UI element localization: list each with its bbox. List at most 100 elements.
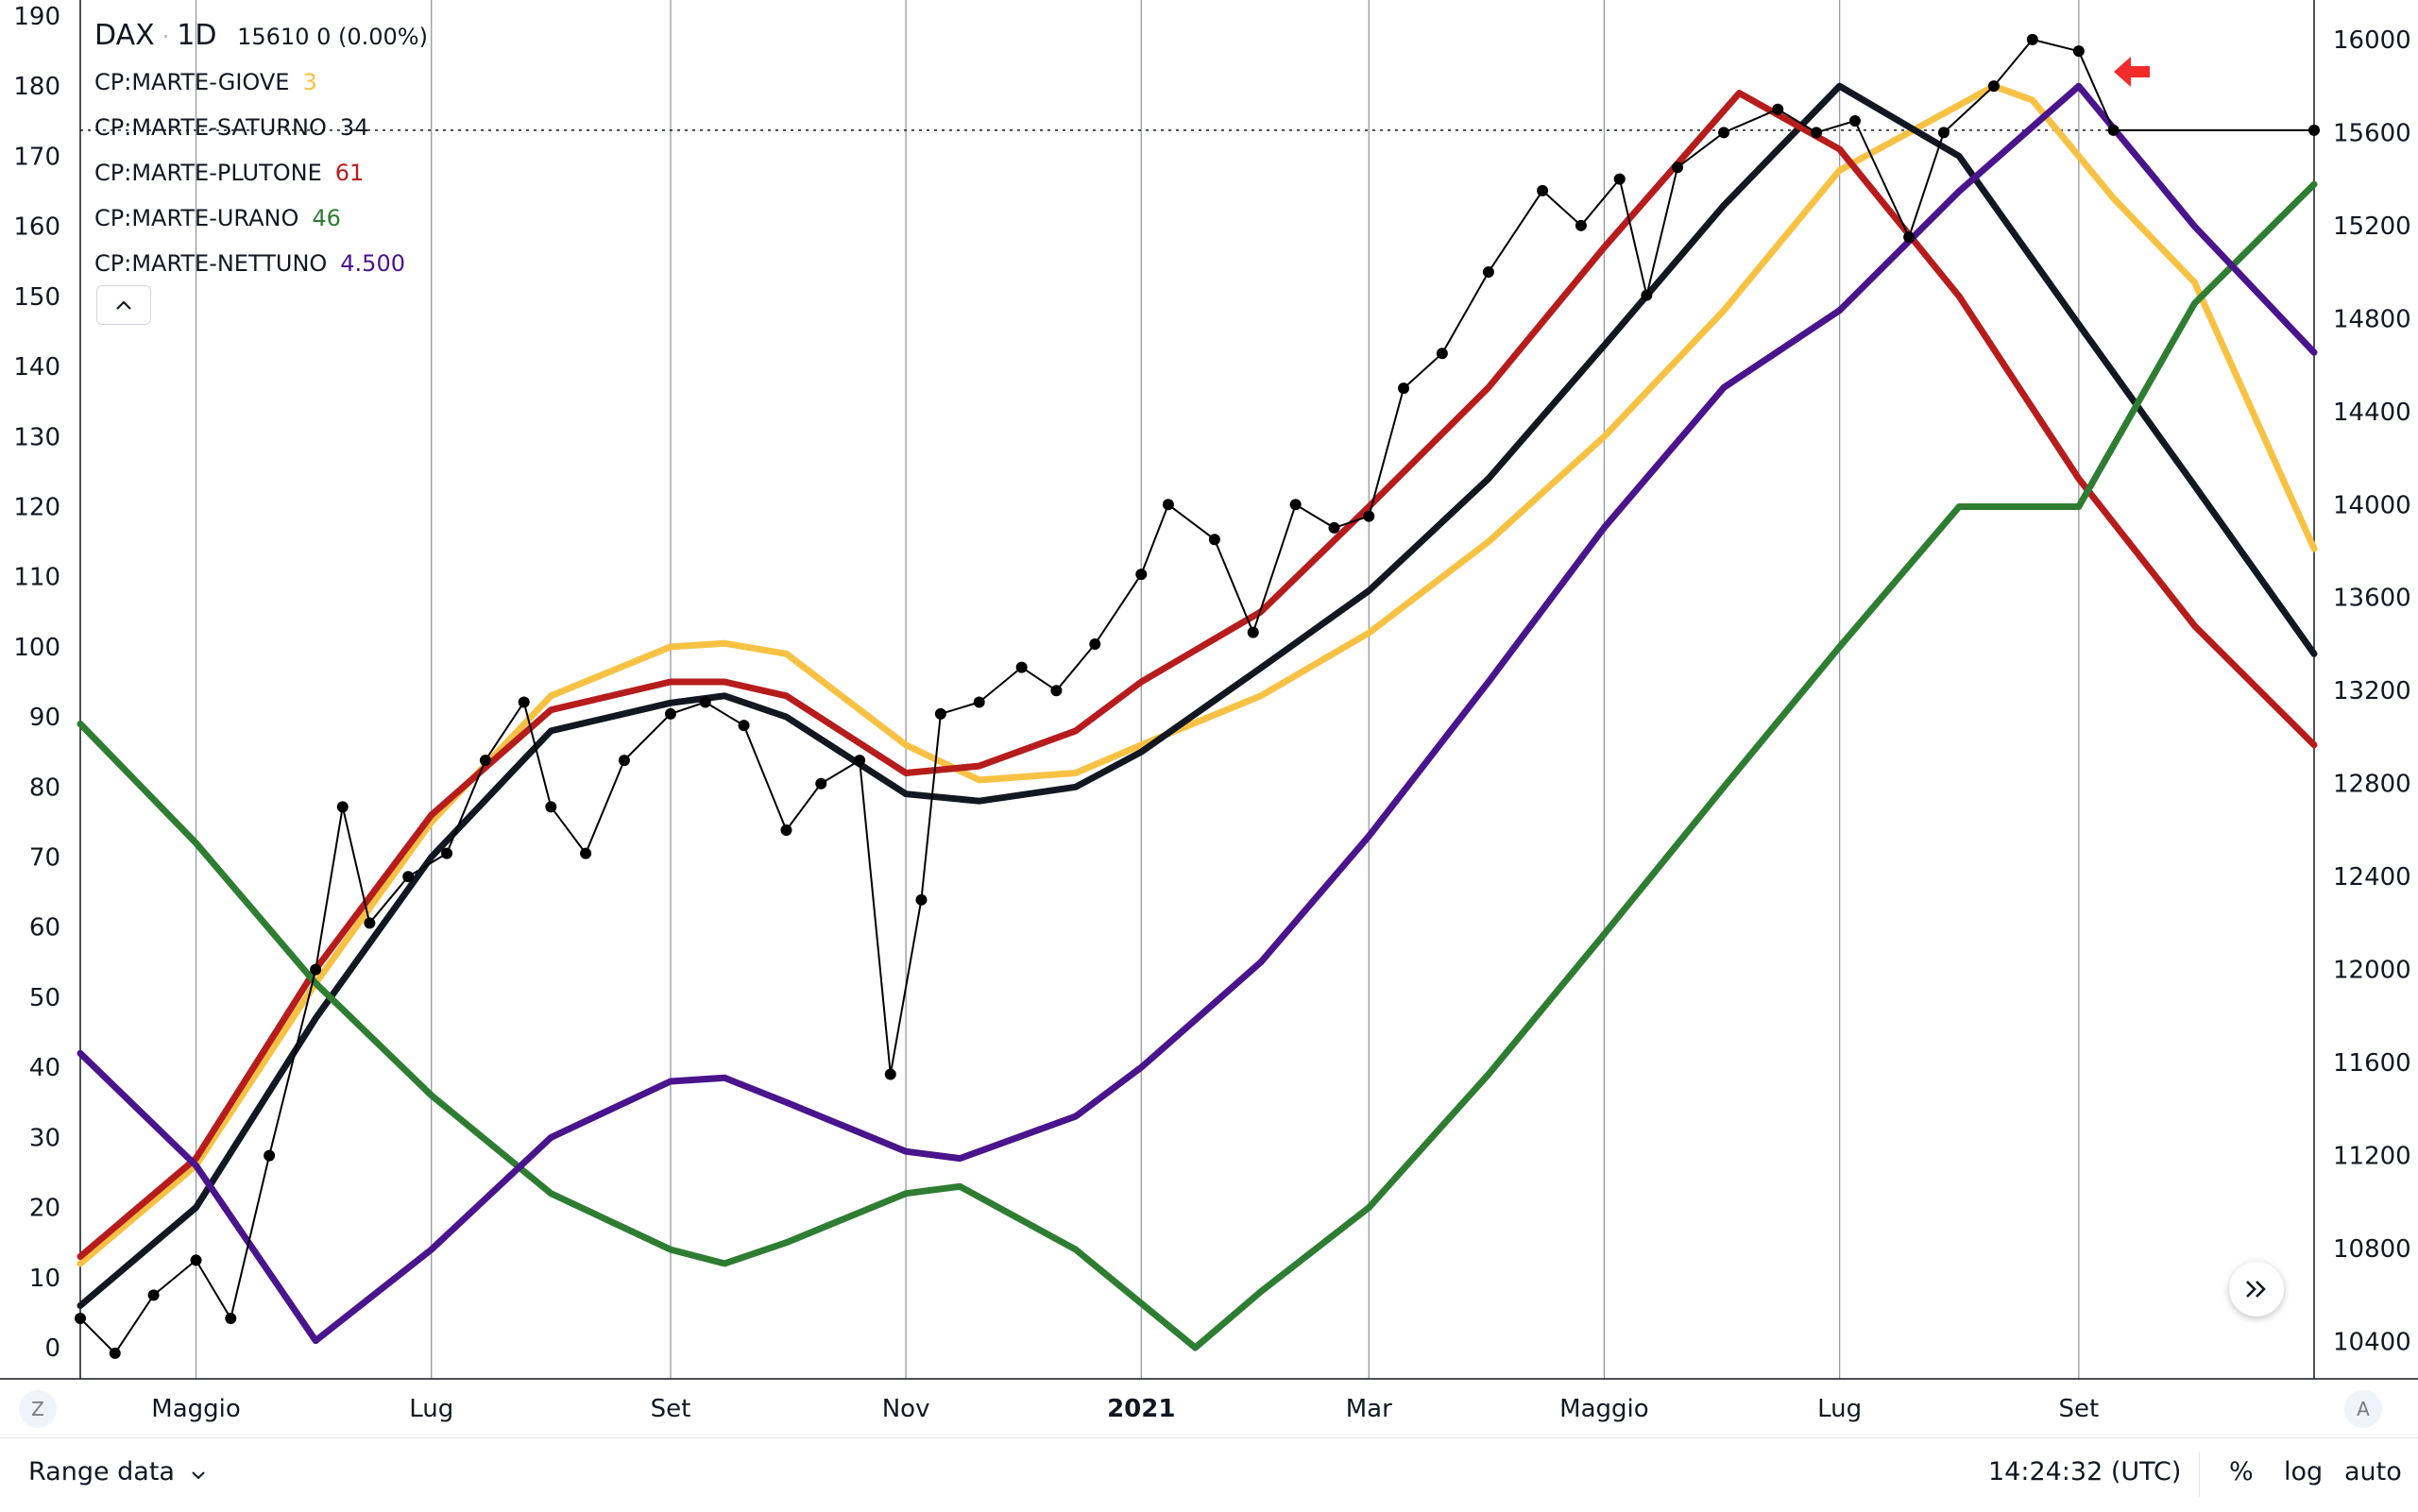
legend-indicator-value: 4.500 [340, 250, 405, 277]
right-tick-label: 11600 [2333, 1049, 2411, 1078]
left-tick-label: 170 [13, 143, 60, 171]
legend-indicator-row[interactable]: CP:MARTE-GIOVE 3 [94, 59, 428, 105]
price-point [884, 1068, 896, 1080]
corner-a-button[interactable]: A [2344, 1390, 2382, 1428]
price-point [1135, 569, 1148, 581]
left-tick-label: 190 [13, 3, 60, 31]
price-point [1613, 173, 1626, 185]
vertical-grid [195, 0, 2080, 1379]
double-chevron-right-icon [2246, 1281, 2266, 1298]
chart-canvas[interactable]: 0 10 20 30 40 50 60 70 80 90 100 110 120 130 140 150 160… [0, 0, 2418, 1437]
clock-time[interactable]: 14:24:32 (UTC) [1988, 1457, 2182, 1487]
price-point [1015, 661, 1028, 673]
price-point [109, 1347, 121, 1359]
legend-indicator-row[interactable]: CP:MARTE-SATURNO 34 [94, 105, 428, 150]
price-point [1208, 534, 1220, 546]
legend-indicator-row[interactable]: CP:MARTE-PLUTONE 61 [94, 150, 428, 195]
range-data-label: Range data [28, 1457, 175, 1487]
series-line-cp-marte-plutone [77, 90, 2318, 1260]
left-tick-label: 20 [29, 1195, 60, 1223]
left-tick-label: 130 [13, 423, 60, 451]
legend-symbol[interactable]: DAX [94, 19, 155, 52]
price-point [1363, 510, 1375, 522]
right-tick-label: 12400 [2333, 863, 2411, 892]
left-tick-label: 150 [13, 283, 60, 312]
left-tick-label: 60 [29, 914, 60, 943]
legend-indicator-value: 34 [339, 114, 369, 141]
price-point [147, 1289, 160, 1301]
legend-indicator-value: 46 [312, 205, 341, 231]
left-tick-label: 50 [29, 984, 60, 1012]
price-point [1772, 103, 1784, 115]
bottom-toolbar: Range data 14:24:32 (UTC) % log auto [0, 1437, 2418, 1512]
price-point [618, 755, 630, 767]
x-tick-label: Lug [409, 1395, 453, 1423]
left-tick-label: 100 [13, 634, 60, 662]
log-toggle[interactable]: log [2284, 1457, 2324, 1487]
x-axis-ticks: Maggio Lug Set Nov 2021 Mar Maggio Lug Set [151, 1395, 2099, 1423]
legend-collapse-button[interactable] [96, 285, 151, 325]
x-tick-label: 2021 [1107, 1395, 1175, 1423]
price-point [1289, 499, 1302, 511]
left-tick-label: 30 [29, 1124, 60, 1152]
price-point [1848, 115, 1861, 127]
scroll-to-realtime-button[interactable] [2229, 1262, 2284, 1317]
left-tick-label: 0 [44, 1334, 60, 1363]
legend-quote: 15610 0 (0.00%) [237, 24, 428, 50]
price-point [518, 696, 530, 708]
price-point [934, 707, 946, 720]
x-tick-label: Maggio [1559, 1395, 1649, 1423]
right-tick-label: 11200 [2333, 1143, 2411, 1171]
legend-indicator-label[interactable]: CP:MARTE-NETTUNO [94, 250, 328, 277]
price-point [815, 777, 827, 790]
left-tick-label: 140 [13, 353, 60, 382]
price-point [854, 755, 866, 767]
legend-symbol-row[interactable]: DAX · 1D 15610 0 (0.00%) [94, 13, 428, 59]
left-tick-label: 70 [29, 844, 60, 873]
left-tick-label: 110 [13, 564, 60, 592]
legend-indicator-row[interactable]: CP:MARTE-NETTUNO 4.500 [94, 241, 428, 286]
price-point [1436, 348, 1448, 360]
x-tick-label: Maggio [151, 1395, 241, 1423]
corner-z-button[interactable]: Z [19, 1390, 57, 1428]
price-point [225, 1312, 237, 1324]
right-tick-label: 12000 [2333, 957, 2411, 985]
price-point [1537, 184, 1549, 196]
left-tick-label: 90 [29, 704, 60, 732]
right-tick-label: 13600 [2333, 585, 2411, 613]
right-tick-label: 10400 [2333, 1329, 2411, 1357]
x-tick-label: Nov [882, 1395, 930, 1423]
legend-indicator-label[interactable]: CP:MARTE-PLUTONE [94, 160, 322, 186]
chevron-down-icon [191, 1471, 205, 1480]
price-point [264, 1149, 276, 1162]
left-axis-ticks: 0 10 20 30 40 50 60 70 80 90 100 110 120 130 140 150 160… [13, 3, 60, 1363]
right-tick-label: 12800 [2333, 771, 2411, 799]
legend-indicator-row[interactable]: CP:MARTE-URANO 46 [94, 195, 428, 241]
right-tick-label: 16000 [2333, 26, 2411, 55]
legend-indicator-label[interactable]: CP:MARTE-GIOVE [94, 69, 290, 95]
legend-indicator-value: 3 [302, 69, 317, 95]
price-point [364, 917, 376, 929]
price-point [1247, 626, 1259, 638]
price-point [310, 963, 322, 976]
chevron-up-icon [116, 300, 131, 310]
toolbar-divider [2199, 1452, 2200, 1497]
red-arrow-marker-icon [2114, 57, 2150, 87]
price-point [1641, 289, 1653, 301]
price-point [1718, 127, 1730, 139]
left-tick-label: 120 [13, 493, 60, 521]
legend-indicator-label[interactable]: CP:MARTE-SATURNO [94, 114, 327, 141]
x-tick-label: Lug [1817, 1395, 1862, 1423]
series-line-cp-marte-nettuno [77, 82, 2318, 1345]
auto-toggle[interactable]: auto [2344, 1457, 2402, 1487]
percent-toggle[interactable]: % [2229, 1457, 2254, 1487]
range-data-dropdown[interactable]: Range data [28, 1457, 206, 1487]
legend-interval[interactable]: 1D [177, 19, 217, 52]
legend-indicator-label[interactable]: CP:MARTE-URANO [94, 205, 299, 231]
price-point [1937, 127, 1950, 139]
price-point [699, 696, 711, 708]
right-tick-label: 15200 [2333, 212, 2411, 241]
right-axis-ticks: 10400 10800 11200 11600 12000 12400 12800 13200… [2333, 26, 2411, 1357]
price-point [479, 755, 491, 767]
price-point [545, 801, 557, 813]
